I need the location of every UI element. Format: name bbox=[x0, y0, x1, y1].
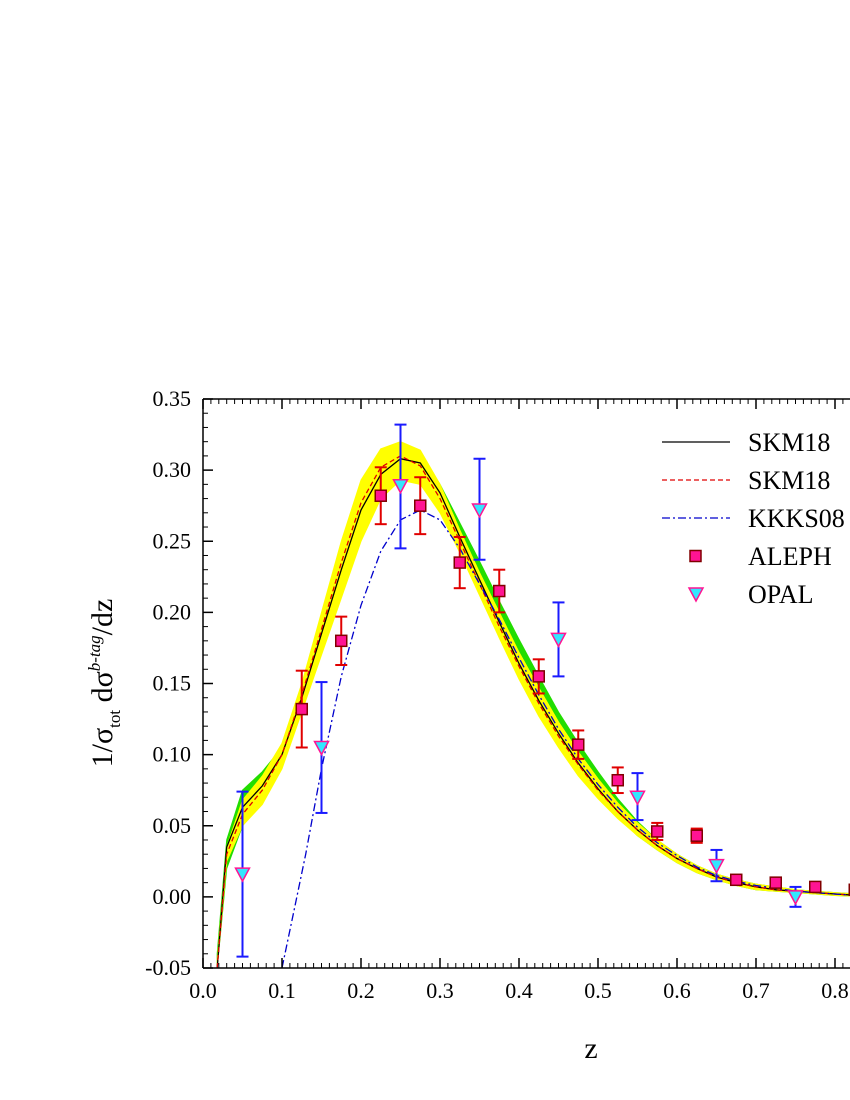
legend-marker-aleph bbox=[689, 549, 702, 563]
aleph-marker-12 bbox=[730, 873, 743, 887]
y-tick-label: 0.30 bbox=[153, 457, 192, 482]
aleph-marker-10 bbox=[651, 825, 664, 838]
y-axis-title-sub1: tot bbox=[105, 710, 124, 728]
y-tick-label: -0.05 bbox=[145, 955, 191, 980]
legend-label-1: SKM18 bbox=[748, 428, 830, 457]
aleph-marker-5 bbox=[453, 556, 466, 569]
legend-label-5: OPAL bbox=[748, 580, 814, 609]
data-markers bbox=[234, 479, 850, 906]
x-axis-title: z bbox=[584, 1032, 597, 1065]
series-line-1 bbox=[216, 457, 850, 968]
legend-label-3: KKKS08 bbox=[748, 504, 845, 533]
aleph-marker-3 bbox=[374, 489, 387, 502]
aleph-marker-13 bbox=[769, 876, 782, 889]
aleph-marker-4 bbox=[414, 499, 427, 512]
aleph-marker-7 bbox=[532, 670, 545, 683]
legend: SKM18 SKM18 KKKS08 ALEPH OPAL bbox=[662, 428, 845, 609]
axis-ticks: 0.0 0.1 0.2 0.3 0.4 0.5 0.6 0.7 0.8 -0.05 0.00 0.05… bbox=[145, 386, 849, 1003]
x-tick-label: 0.8 bbox=[821, 978, 849, 1003]
y-axis-title-part2: dσ bbox=[86, 671, 119, 710]
y-tick-label: 0.20 bbox=[153, 599, 192, 624]
theory-curves bbox=[216, 455, 850, 968]
x-tick-label: 0.0 bbox=[189, 978, 217, 1003]
opal-marker-4 bbox=[471, 503, 488, 519]
y-tick-label: 0.25 bbox=[153, 528, 192, 553]
y-tick-label: 0.05 bbox=[153, 813, 192, 838]
opal-marker-7 bbox=[708, 858, 725, 875]
aleph-marker-1 bbox=[295, 702, 308, 716]
opal-marker-3 bbox=[392, 479, 409, 495]
opal-marker-2 bbox=[313, 740, 330, 757]
legend-label-4: ALEPH bbox=[748, 542, 832, 571]
y-axis-title-part3: /dz bbox=[86, 599, 119, 636]
series-line-3 bbox=[281, 509, 850, 968]
x-tick-label: 0.3 bbox=[426, 978, 454, 1003]
x-tick-label: 0.4 bbox=[505, 978, 533, 1003]
y-axis-title: 1/σtot dσb-tag/dz bbox=[85, 599, 124, 768]
aleph-marker-11 bbox=[690, 829, 703, 842]
opal-marker-1 bbox=[234, 867, 251, 883]
aleph-marker-6 bbox=[493, 584, 506, 598]
series-line-2 bbox=[216, 455, 850, 968]
y-axis-title-part1: 1/σ bbox=[86, 728, 119, 768]
legend-marker-opal bbox=[687, 587, 705, 603]
legend-label-2: SKM18 bbox=[748, 466, 830, 495]
x-tick-label: 0.7 bbox=[742, 978, 770, 1003]
x-tick-label: 0.2 bbox=[347, 978, 375, 1003]
y-tick-label: 0.00 bbox=[153, 884, 192, 909]
y-tick-label: 0.10 bbox=[153, 742, 192, 767]
opal-marker-8 bbox=[787, 890, 804, 906]
x-tick-label: 0.1 bbox=[268, 978, 296, 1003]
x-tick-label: 0.5 bbox=[584, 978, 612, 1003]
x-tick-label: 0.6 bbox=[663, 978, 691, 1003]
y-tick-label: 0.35 bbox=[153, 386, 192, 411]
opal-marker-5 bbox=[550, 632, 567, 648]
opal-marker-6 bbox=[629, 790, 646, 806]
aleph-marker-9 bbox=[611, 773, 624, 787]
y-axis-title-sup2: b-tag bbox=[85, 635, 104, 671]
aleph-marker-8 bbox=[572, 738, 585, 751]
aleph-marker-2 bbox=[335, 634, 348, 648]
y-tick-label: 0.15 bbox=[153, 671, 192, 696]
aleph-marker-14 bbox=[809, 880, 822, 894]
